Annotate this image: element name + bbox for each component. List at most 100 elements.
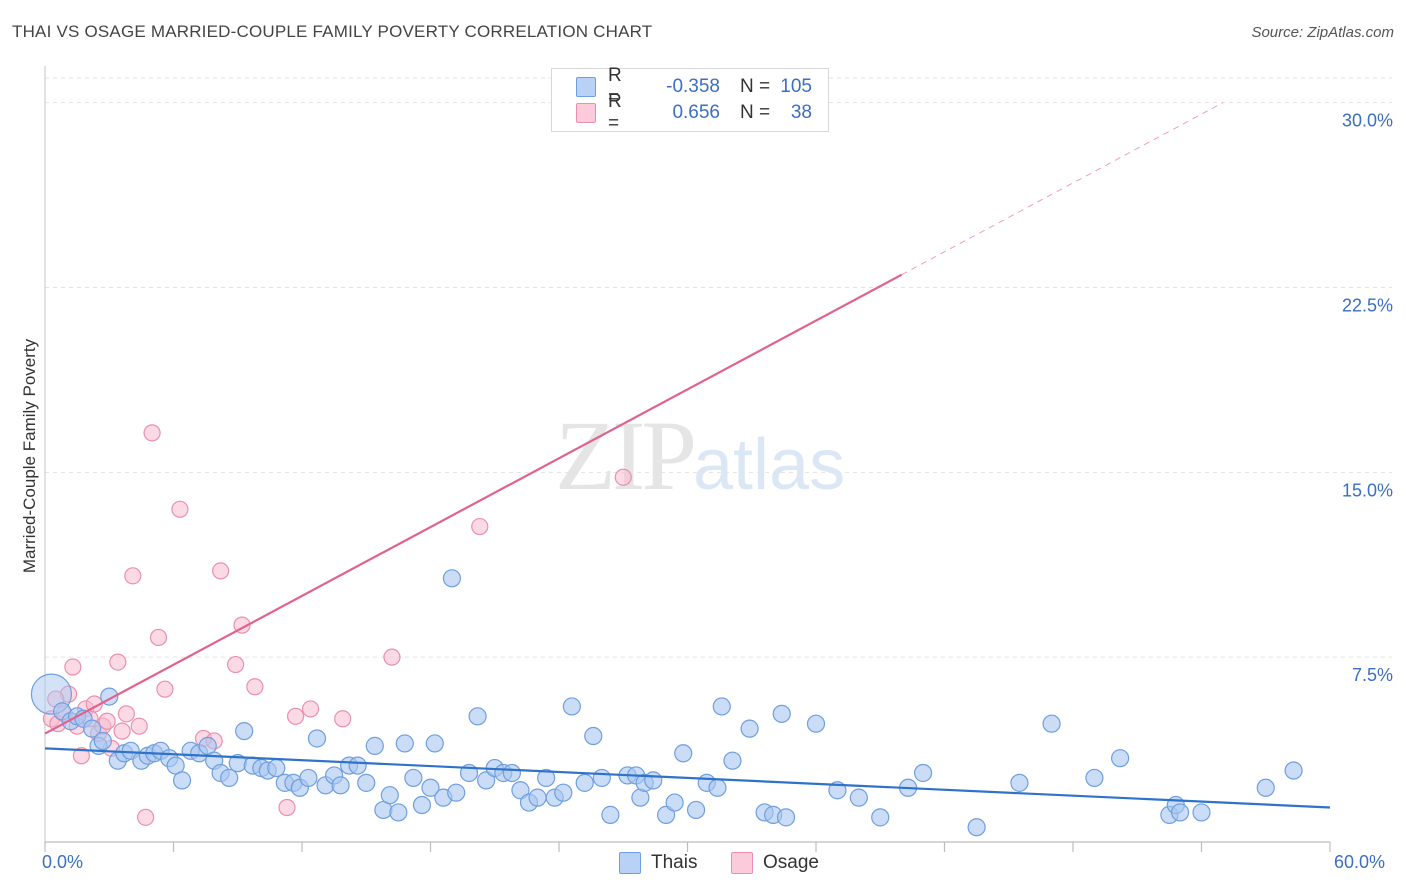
thais-point [365,736,384,755]
osage-point [117,705,135,723]
osage-point [334,710,352,728]
osage-point [246,678,264,696]
thais-point [1170,803,1190,822]
thais-point [404,768,423,788]
osage-point [143,424,161,442]
osage-trend-line [44,273,903,735]
osage-point [171,500,189,518]
thais-swatch [576,77,596,97]
osage-point [124,567,142,585]
legend-r-label: R = [608,65,622,108]
bottom-legend-osage: Osage [731,852,819,874]
thais-point [412,795,432,815]
thais-point [1256,778,1275,797]
thais-legend-label: Thais [651,852,698,873]
thais-point [806,714,826,733]
thais-point [723,751,742,770]
stats-legend: R = -0.358 N = 105 R = 0.656 N = 38 [551,65,829,134]
thais-point [1010,773,1029,792]
thais-point [1085,768,1104,788]
legend-r-value: -0.358 [666,76,720,97]
osage-point [471,517,489,536]
thais-point [772,704,791,723]
thais-point [601,805,620,824]
thais-point [1111,749,1130,768]
osage-point [137,808,155,826]
thais-point [511,781,530,800]
legend-row-thais: R = -0.358 N = 105 [576,65,812,108]
osage-point [130,717,148,735]
legend-row-osage: R = 0.656 N = 38 [576,91,812,134]
chart-source: Source: ZipAtlas.com [1251,24,1394,41]
thais-point [575,773,594,792]
osage-point [614,468,632,486]
thais-point [172,771,192,790]
thais-point [442,569,462,588]
thais-point [83,719,102,738]
thais-point [395,734,414,753]
thais-point [554,783,573,802]
thais-point [1042,714,1061,733]
x-tick-label-min: 0.0% [42,852,84,872]
osage-point [278,798,296,817]
thais-point [1192,803,1211,822]
thais-point [357,773,376,792]
osage-point [149,628,168,647]
thais-point [380,786,399,805]
thais-point [708,778,727,797]
osage-trend-extension [901,102,1224,276]
osage-point [212,562,230,580]
osage-swatch [576,103,596,123]
y-tick-label: 22.5% [1342,295,1393,315]
thais-point [562,697,581,716]
thais-point [592,768,611,788]
osage-point [156,680,174,698]
thais-point [267,758,286,778]
legend-n-label: N = [740,102,771,123]
thais-point [93,731,112,751]
thais-point [644,771,663,790]
osage-legend-swatch [731,852,753,874]
y-tick-label: 15.0% [1342,480,1393,500]
thais-point [528,788,547,807]
y-axis-label: Married-Couple Family Poverty [20,338,39,574]
thais-point [776,808,796,827]
y-tick-label: 30.0% [1342,111,1393,131]
thais-point [331,776,350,795]
thais-point [584,726,603,746]
grid-lines [45,77,1392,658]
thais-point [740,719,759,738]
osage-point [113,722,131,740]
watermark-atlas: atlas [693,425,846,505]
thais-point [477,771,496,790]
thais-point [967,818,986,837]
osage-point [109,653,127,671]
osage-point [98,712,116,730]
osage-point [301,700,320,718]
thais-point [913,763,933,783]
thais-point [656,805,676,824]
osage-point [286,707,305,725]
osage-point [383,648,401,666]
thais-point [220,768,239,788]
thais-point [421,778,440,797]
thais-point [502,763,521,783]
legend-r-label: R = [608,91,622,134]
y-tick-label: 7.5% [1352,665,1393,685]
thais-point [235,721,254,741]
thais-trend-line [44,747,1331,809]
bottom-legend-thais: Thais [619,852,697,874]
thais-point [1284,761,1303,780]
thais-legend-swatch [619,852,641,874]
thais-point [447,783,466,802]
legend-n-value: 38 [790,102,812,123]
osage-points [42,424,632,826]
thais-point [712,697,731,716]
osage-point [227,655,245,674]
thais-point [425,734,444,753]
osage-legend-label: Osage [763,852,819,873]
thais-point [389,803,408,822]
osage-point [72,747,91,765]
legend-n-label: N = [740,76,771,97]
